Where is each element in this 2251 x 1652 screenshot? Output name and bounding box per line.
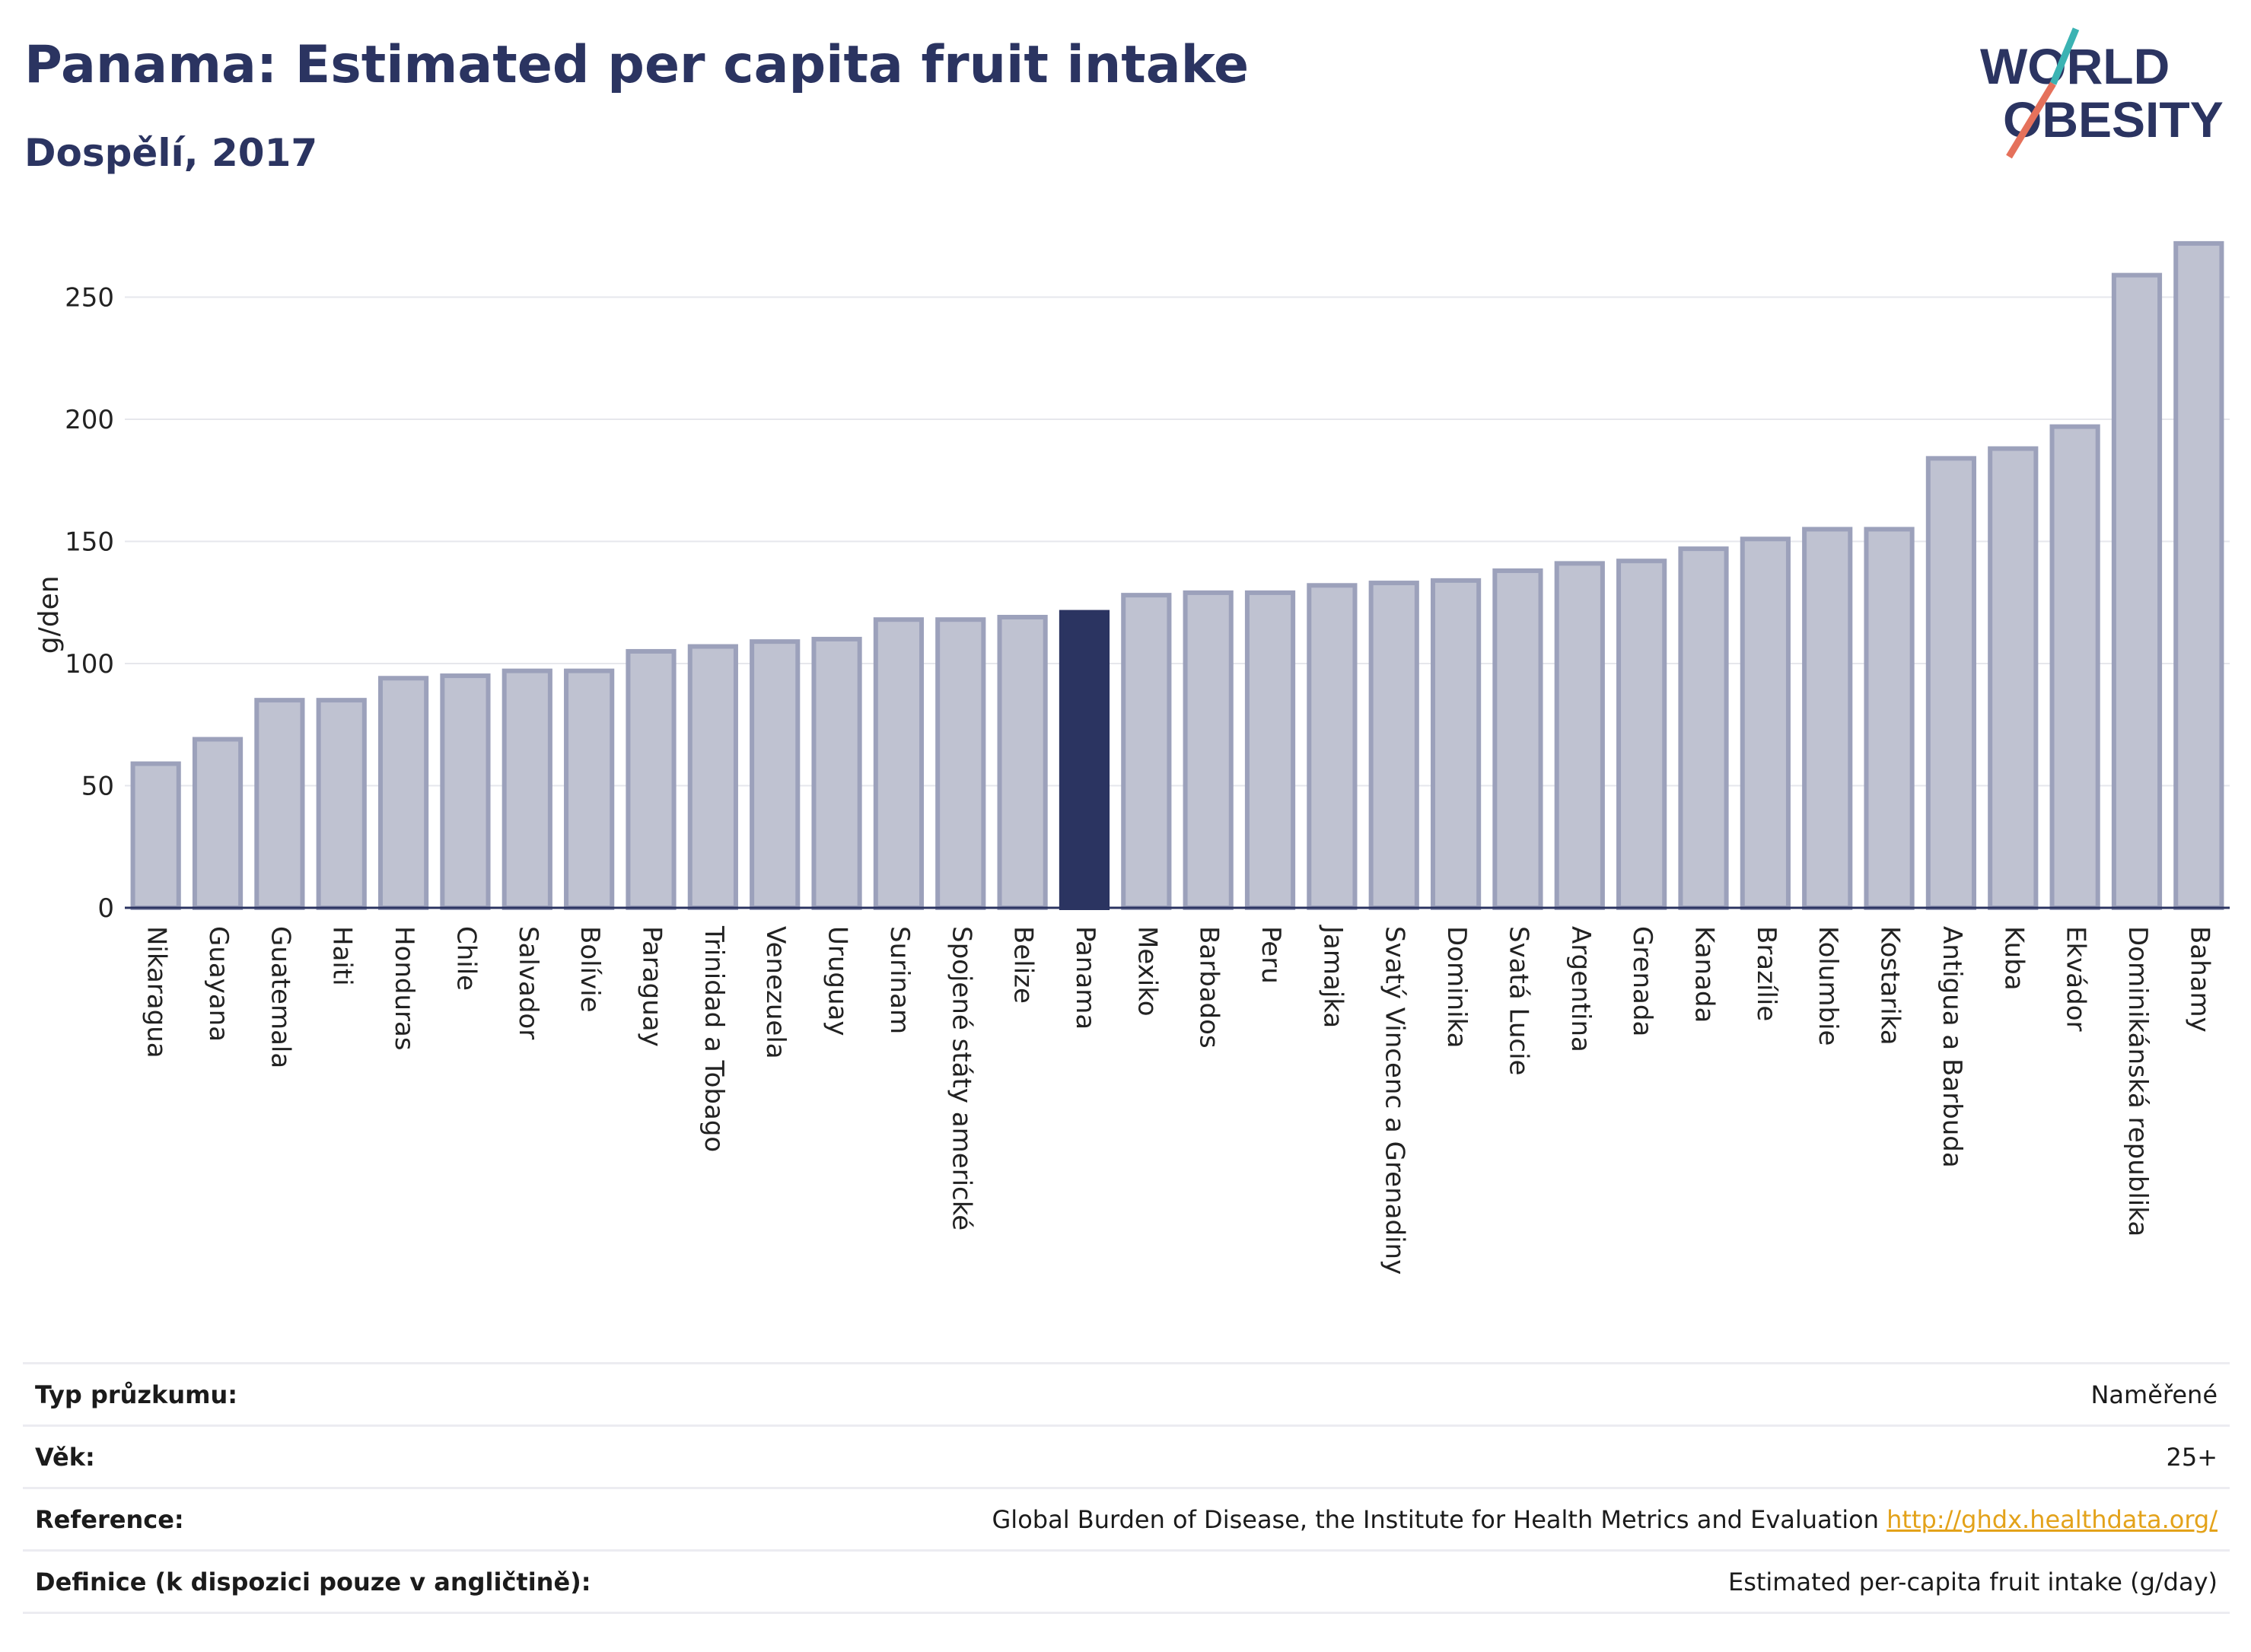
- category-label: Barbados: [1194, 926, 1224, 1049]
- bar: [1307, 583, 1358, 911]
- world-obesity-logo: WORLD OBESITY: [1980, 27, 2224, 159]
- bar: [1740, 536, 1791, 910]
- info-row-reference: Reference: Global Burden of Disease, the…: [23, 1487, 2230, 1549]
- bar-chart: 0 50 100 150 200 250 g/den Nikaragua Guayana Guat…: [33, 240, 2230, 1275]
- category-label: Svatá Lucie: [1503, 926, 1533, 1075]
- bar: [1368, 581, 1419, 910]
- info-bottom-divider: [23, 1612, 2230, 1614]
- category-label: Panama: [1070, 926, 1100, 1030]
- category-label: Peru: [1256, 926, 1286, 984]
- category-label: Bahamy: [2184, 926, 2214, 1033]
- category-label: Uruguay: [823, 926, 853, 1036]
- bar: [316, 698, 367, 911]
- category-label: Haiti: [327, 926, 358, 986]
- bar: [1244, 590, 1296, 910]
- bar: [130, 761, 181, 910]
- bar: [2111, 272, 2163, 910]
- bar: [1492, 568, 1543, 911]
- category-label: Surinam: [884, 926, 915, 1034]
- category-label: Spojené státy americké: [946, 926, 976, 1230]
- y-tick-label: 250: [65, 283, 114, 314]
- category-label: Guayana: [203, 926, 234, 1042]
- bar: [2173, 240, 2224, 910]
- logo-slash-coral: [2006, 81, 2056, 159]
- category-label: Ekvádor: [2061, 926, 2091, 1032]
- bar: [254, 698, 305, 911]
- category-label: Svatý Vincenc a Grenadiny: [1380, 926, 1410, 1275]
- category-label: Paraguay: [637, 926, 667, 1047]
- bar: [1678, 546, 1729, 910]
- category-label: Antigua a Barbuda: [1937, 926, 1967, 1168]
- category-label: Dominika: [1441, 926, 1472, 1048]
- logo-slash-teal: [2049, 27, 2080, 85]
- category-label: Kolumbie: [1813, 926, 1843, 1046]
- bar: [1802, 527, 1853, 910]
- category-label: Kostarika: [1875, 926, 1906, 1046]
- survey-type-value: Naměřené: [2090, 1380, 2218, 1409]
- y-tick-label: 50: [81, 772, 114, 802]
- bar: [192, 737, 244, 911]
- reference-value: Global Burden of Disease, the Institute …: [992, 1504, 1879, 1534]
- definition-label: Definice (k dispozici pouze v angličtině…: [35, 1567, 591, 1596]
- bar: [1430, 578, 1482, 910]
- y-tick-label: 200: [65, 405, 114, 435]
- category-label: Venezuela: [760, 926, 791, 1059]
- bar: [2049, 424, 2100, 910]
- survey-type-label: Typ průzkumu:: [35, 1380, 238, 1409]
- bar: [1554, 561, 1605, 910]
- bar: [1925, 456, 1977, 910]
- bar: [1616, 559, 1667, 910]
- y-axis-label: g/den: [33, 575, 65, 654]
- reference-value-wrap: Global Burden of Disease, the Institute …: [992, 1505, 2218, 1534]
- chart-title: Panama: Estimated per capita fruit intak…: [24, 35, 1250, 95]
- y-tick-label: 150: [65, 527, 114, 558]
- info-row-definition: Definice (k dispozici pouze v angličtině…: [23, 1549, 2230, 1612]
- info-row-age: Věk: 25+: [23, 1424, 2230, 1487]
- bar: [873, 617, 925, 910]
- bar: [811, 636, 862, 911]
- definition-value: Estimated per-capita fruit intake (g/day…: [1727, 1567, 2218, 1596]
- category-label: Dominikánská republika: [2122, 926, 2153, 1237]
- category-label: Mexiko: [1132, 926, 1162, 1017]
- chart-subtitle: Dospělí, 2017: [24, 131, 318, 175]
- bar: [440, 673, 491, 910]
- logo-word-world: WORLD: [1980, 38, 2170, 94]
- bar: [626, 648, 677, 910]
- category-label: Belize: [1008, 926, 1039, 1004]
- reference-link[interactable]: http://ghdx.healthdata.org/: [1886, 1504, 2218, 1534]
- category-label: Trinidad a Tobago: [699, 925, 729, 1152]
- category-label: Brazílie: [1751, 926, 1781, 1021]
- bar: [564, 668, 615, 910]
- bar: [1988, 446, 2039, 910]
- bar: [750, 639, 801, 910]
- age-label: Věk:: [35, 1442, 95, 1472]
- age-value: 25+: [2166, 1442, 2218, 1472]
- category-label: Grenada: [1627, 926, 1657, 1036]
- bar: [687, 644, 738, 911]
- category-label: Honduras: [389, 926, 419, 1051]
- category-label: Argentina: [1565, 926, 1596, 1052]
- bar: [935, 617, 986, 910]
- category-label: Chile: [451, 926, 481, 991]
- info-row-survey: Typ průzkumu: Naměřené: [23, 1362, 2230, 1424]
- category-label: Guatemala: [265, 926, 295, 1068]
- bar: [1864, 527, 1915, 910]
- category-label: Salvador: [513, 926, 543, 1039]
- bar: [997, 615, 1048, 910]
- category-label: Kanada: [1689, 926, 1720, 1023]
- bar: [501, 668, 552, 910]
- category-label: Kuba: [1998, 926, 2029, 991]
- reference-label: Reference:: [35, 1504, 184, 1534]
- category-label: Nikaragua: [142, 926, 172, 1058]
- bar: [1059, 610, 1110, 911]
- bar: [1183, 590, 1234, 910]
- bar: [1121, 593, 1172, 910]
- bar: [377, 676, 429, 910]
- y-tick-label: 100: [65, 649, 114, 680]
- category-label: Bolívie: [575, 926, 605, 1013]
- y-tick-label: 0: [97, 893, 114, 924]
- category-label: Jamajka: [1317, 925, 1348, 1028]
